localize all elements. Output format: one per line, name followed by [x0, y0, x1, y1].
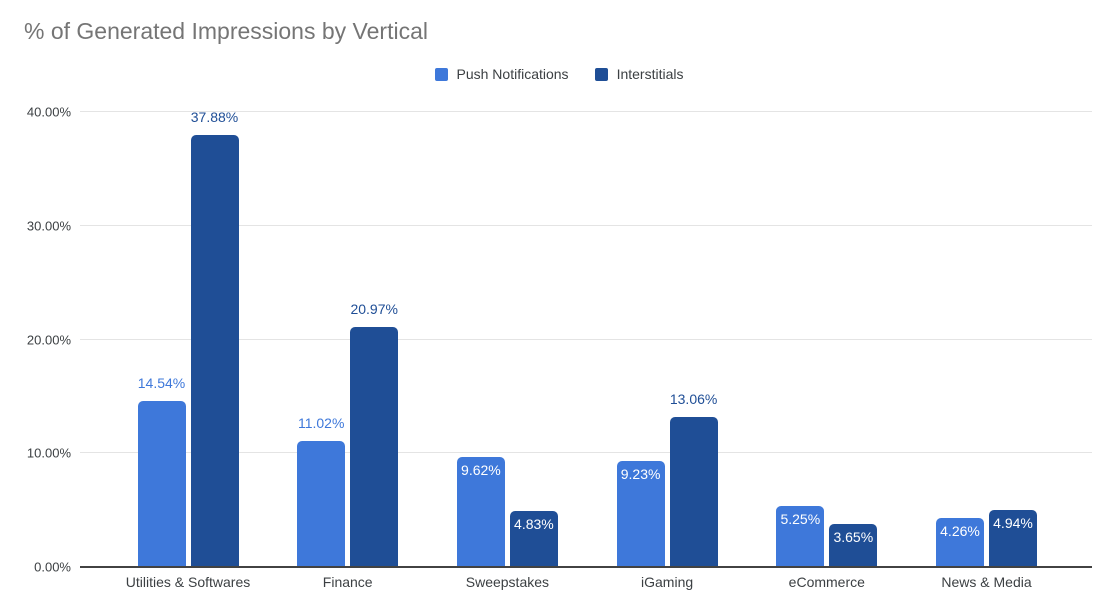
y-axis-tick-label: 40.00% [26, 104, 71, 120]
legend-item-interstitials[interactable]: Interstitials [594, 66, 684, 82]
bar-value-label: 4.94% [993, 514, 1033, 531]
x-axis-label-5: eCommerce [788, 574, 865, 590]
bar-value-label: 9.62% [461, 461, 501, 478]
legend-item-push-notifications[interactable]: Push Notifications [434, 66, 569, 82]
y-axis-tick-label: 30.00% [26, 218, 71, 234]
gridline [80, 224, 1092, 226]
bar-interstitials-4[interactable] [669, 417, 718, 566]
x-axis-label-2: Finance [322, 574, 373, 590]
bar-value-label: 3.65% [833, 529, 874, 546]
bar-interstitials-1[interactable] [190, 135, 239, 566]
bar-interstitials-5[interactable] [829, 524, 878, 566]
bar-interstitials-2[interactable] [350, 327, 399, 566]
legend: Push Notifications Interstitials [0, 66, 1118, 82]
bar-interstitials-3[interactable] [509, 511, 558, 566]
legend-label-push-notifications: Push Notifications [456, 66, 569, 82]
y-axis-tick-label: 20.00% [26, 332, 71, 347]
bar-value-label: 5.25% [780, 511, 821, 528]
bar-value-label: 14.54% [137, 374, 186, 391]
bar-push-notifications-5[interactable] [776, 506, 825, 566]
y-axis-tick-label: 0.00% [34, 559, 71, 575]
legend-swatch-interstitials [594, 67, 608, 81]
x-axis-label-3: Sweepstakes [465, 574, 550, 590]
bar-push-notifications-4[interactable] [616, 461, 665, 566]
x-axis-baseline [80, 566, 1092, 568]
y-axis-tick-label: 10.00% [26, 445, 71, 461]
x-axis-label-4: iGaming [641, 574, 694, 590]
chart-title: % of Generated Impressions by Vertical [24, 18, 428, 44]
legend-swatch-push-notifications [434, 67, 448, 81]
bar-push-notifications-2[interactable] [297, 440, 346, 566]
gridline [80, 111, 1092, 112]
bar-push-notifications-1[interactable] [137, 400, 186, 566]
bar-push-notifications-3[interactable] [456, 456, 505, 566]
bar-value-label: 4.26% [940, 522, 980, 539]
bar-value-label: 4.83% [514, 516, 554, 533]
bar-value-label: 37.88% [190, 109, 239, 126]
x-axis-label-1: Utilities & Softwares [125, 574, 251, 590]
bar-push-notifications-6[interactable] [936, 517, 984, 566]
gridline [80, 338, 1092, 340]
x-axis-label-6: News & Media [941, 574, 1032, 590]
legend-label-interstitials: Interstitials [616, 66, 684, 82]
bar-interstitials-6[interactable] [989, 509, 1037, 566]
bar-value-label: 9.23% [620, 466, 661, 482]
bar-value-label: 13.06% [669, 391, 718, 408]
gridline [80, 452, 1092, 454]
bar-value-label: 20.97% [350, 301, 398, 318]
bar-value-label: 11.02% [297, 414, 345, 431]
